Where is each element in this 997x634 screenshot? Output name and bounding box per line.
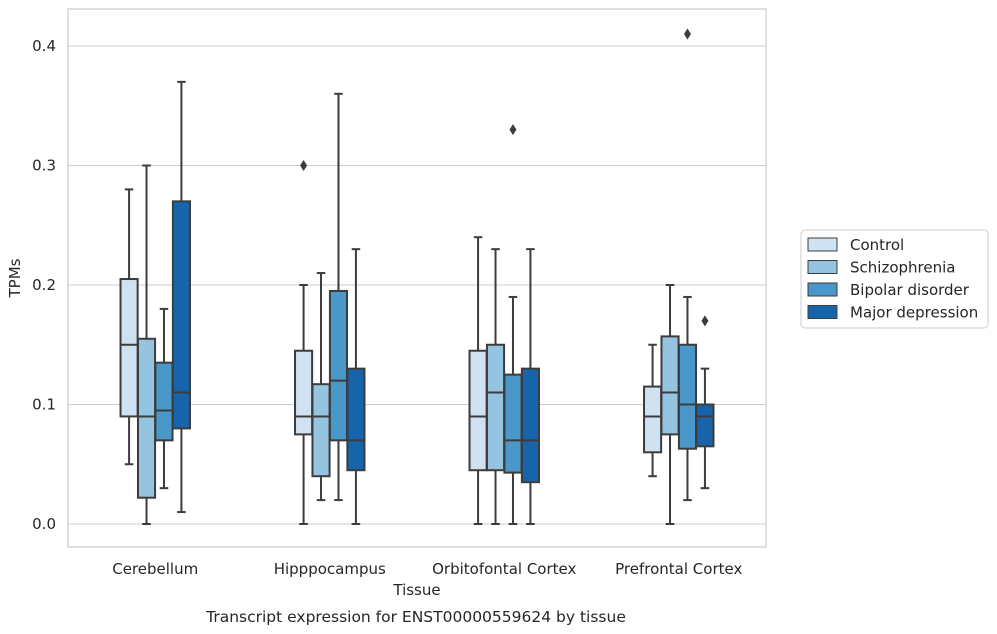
- box-major-depression: [346, 248, 366, 525]
- x-axis-label: Tissue: [392, 581, 440, 599]
- box-iqr: [119, 278, 139, 418]
- outlier-point: [509, 124, 517, 136]
- x-tick-label: Hipppocampus: [274, 560, 386, 578]
- plot-frame: [67, 8, 767, 548]
- x-tick-label: Prefrontal Cortex: [615, 560, 742, 578]
- box-bipolar-disorder: [328, 92, 349, 502]
- box-control: [468, 236, 488, 525]
- box-control: [294, 160, 314, 525]
- y-axis-label: TPMs: [6, 258, 24, 298]
- box-bipolar-disorder: [503, 124, 523, 525]
- legend-label: Major depression: [850, 304, 978, 322]
- outlier-point: [300, 160, 308, 171]
- box-schizophrenia: [660, 284, 680, 525]
- legend-swatch: [807, 305, 838, 319]
- y-tick-label: 0.1: [32, 396, 56, 414]
- box-control: [119, 188, 139, 466]
- box-iqr: [468, 349, 488, 472]
- outlier-point: [683, 28, 691, 40]
- legend-label: Control: [850, 236, 904, 254]
- box-iqr: [294, 349, 314, 436]
- box-iqr: [677, 343, 698, 450]
- legend-swatch: [807, 260, 838, 274]
- box-iqr: [695, 403, 715, 448]
- box-iqr: [643, 385, 663, 454]
- box-iqr: [136, 337, 157, 499]
- box-major-depression: [695, 315, 715, 490]
- box-bipolar-disorder: [677, 28, 698, 502]
- box-schizophrenia: [311, 272, 331, 502]
- box-iqr: [503, 373, 523, 474]
- legend-label: Schizophrenia: [850, 259, 955, 277]
- box-iqr: [520, 367, 540, 484]
- box-iqr: [328, 289, 349, 442]
- y-tick-label: 0.0: [32, 515, 56, 533]
- box-schizophrenia: [485, 248, 506, 525]
- legend-frame: [800, 229, 989, 329]
- x-tick-label: Orbitofontal Cortex: [432, 560, 576, 578]
- box-iqr: [154, 361, 174, 442]
- legend-swatch: [807, 237, 838, 252]
- box-iqr: [311, 383, 331, 478]
- y-axis-ticks: 0.0 0.1 0.2 0.3 0.4: [32, 37, 56, 533]
- box-bipolar-disorder: [154, 307, 174, 490]
- y-tick-label: 0.3: [32, 157, 56, 175]
- box-iqr: [660, 335, 680, 436]
- x-tick-label: Cerebellum: [112, 560, 198, 578]
- box-iqr: [346, 367, 366, 472]
- legend-swatch: [807, 282, 838, 297]
- y-tick-label: 0.4: [32, 37, 56, 55]
- legend: Control Schizophrenia Bipolar disorder Majo…: [800, 229, 989, 329]
- x-axis-ticks: Cerebellum Hipppocampus Orbitofontal Corte…: [112, 560, 742, 578]
- legend-label: Bipolar disorder: [850, 281, 970, 299]
- outlier-point: [701, 315, 709, 327]
- box-schizophrenia: [136, 164, 157, 525]
- box-major-depression: [171, 80, 191, 514]
- box-control: [643, 343, 663, 478]
- chart-title: Transcript expression for ENST0000055962…: [205, 608, 626, 626]
- y-tick-label: 0.2: [32, 276, 56, 294]
- box-major-depression: [520, 248, 540, 525]
- box-series: [119, 28, 715, 525]
- box-iqr: [485, 343, 506, 472]
- box-iqr: [171, 200, 191, 430]
